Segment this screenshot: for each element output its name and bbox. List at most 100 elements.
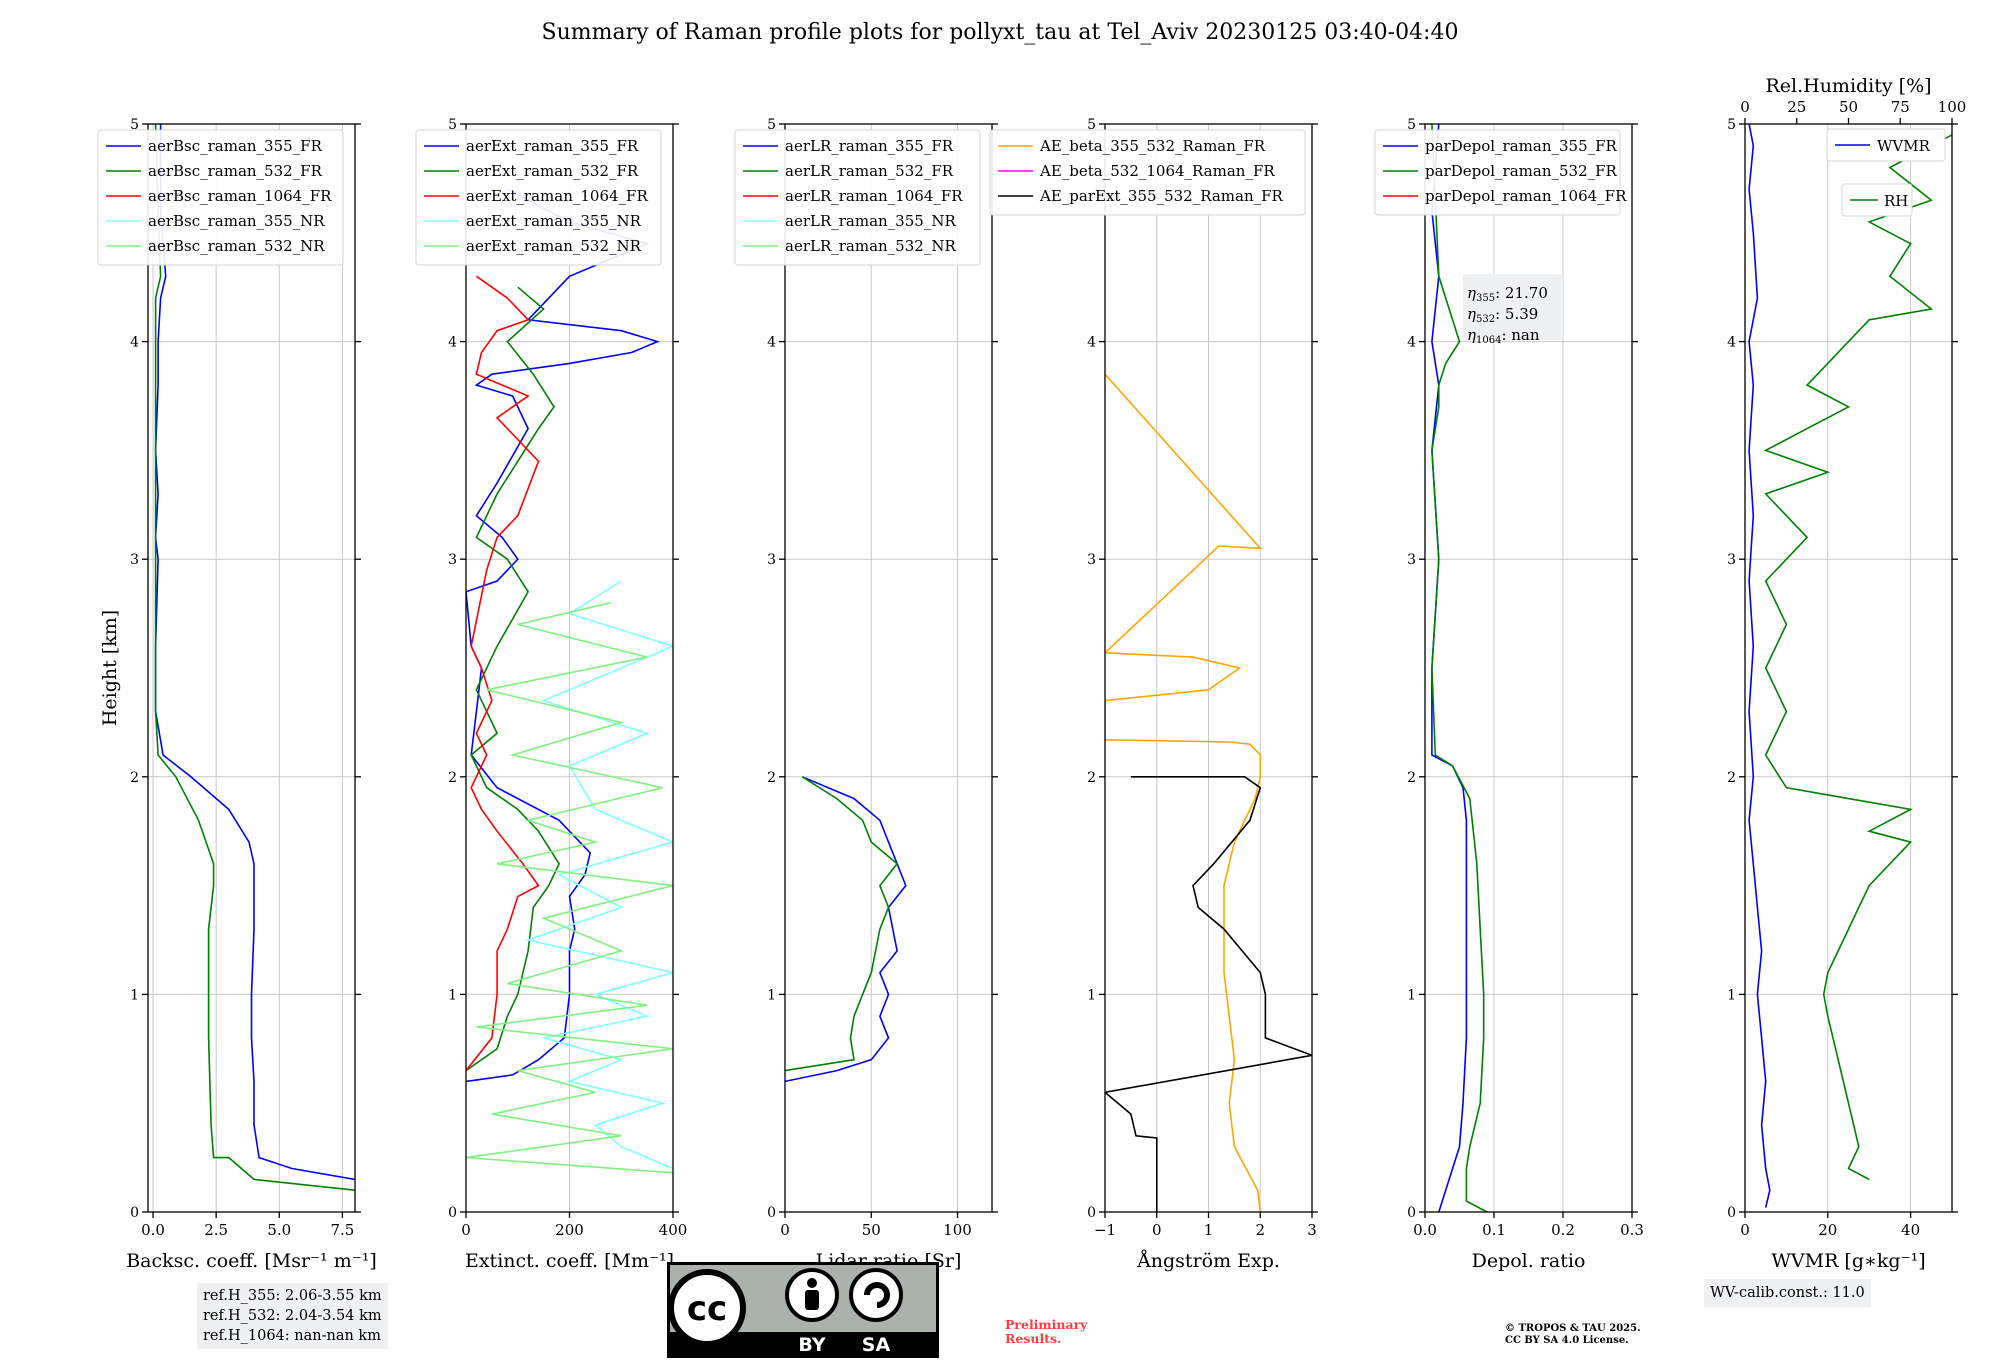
legend-box <box>97 129 344 266</box>
ytick-label: 1 <box>448 987 457 1003</box>
x-axis-label: Backsc. coeff. [Msr⁻¹ m⁻¹] <box>126 1250 377 1272</box>
xtick-label: 200 <box>555 1221 584 1239</box>
copyright-line-1: © TROPOS & TAU 2025. <box>1505 1323 1641 1334</box>
x-axis-label: Extinct. coeff. [Mm⁻¹] <box>465 1250 674 1272</box>
share-alike-arrow <box>864 1282 890 1308</box>
ytick-label: 0 <box>1087 1205 1096 1221</box>
legend-label: aerLR_raman_532_FR <box>785 162 954 180</box>
figure-title: Summary of Raman profile plots for polly… <box>541 20 1459 45</box>
ytick-label: 0 <box>1407 1205 1416 1221</box>
axes-frame <box>1424 123 1633 1213</box>
ytick-label: 3 <box>1087 552 1096 568</box>
ytick-label: 2 <box>1727 770 1736 786</box>
xtick-label: 2.5 <box>204 1221 228 1239</box>
series-line-aerExt_raman_355_NR <box>525 580 673 1170</box>
legend: aerBsc_raman_355_FR aerBsc_raman_532_FRae… <box>97 129 344 266</box>
wv-calib-text: WV-calib.const.: 11.0 <box>1710 1285 1865 1301</box>
legend-label: WVMR <box>1877 137 1931 155</box>
cc-by-sa-logo: cc BY SA <box>667 1262 939 1358</box>
legend: parDepol_raman_355_FR parDepol_raman_532_… <box>1374 129 1627 216</box>
annotation-line: η532: 5.39 <box>1467 305 1538 325</box>
y-axis-label: Height [km] <box>99 610 121 726</box>
ytick-label: 5 <box>1087 117 1096 133</box>
ytick-label: 0 <box>448 1205 457 1221</box>
top-xtick-label: 50 <box>1839 98 1858 116</box>
series-line-parDepol_raman_532_FR <box>1431 124 1488 1212</box>
legend: AE_beta_355_532_Raman_FR AE_beta_532_1064… <box>989 129 1306 216</box>
legend-label: aerExt_raman_355_NR <box>466 212 642 230</box>
wv-calib-box: WV-calib.const.: 11.0 <box>1704 1279 1871 1307</box>
xtick-label: 0 <box>1740 1221 1750 1239</box>
ytick-label: 2 <box>767 770 776 786</box>
ytick-label: 1 <box>1407 987 1416 1003</box>
top-x-axis-label: Rel.Humidity [%] <box>1765 75 1931 97</box>
xtick-label: 0.0 <box>1413 1221 1437 1239</box>
ytick-label: 5 <box>1407 117 1416 133</box>
series-line-aerBsc_raman_355_FR <box>154 124 355 1181</box>
annotation-line: η1064: nan <box>1467 326 1540 346</box>
series-line-aerExt_raman_532_FR <box>466 286 561 1072</box>
ref-height-355: ref.H_355: 2.06-3.55 km <box>203 1288 382 1304</box>
xtick-label: 400 <box>659 1221 688 1239</box>
ytick-label: 4 <box>1727 335 1736 351</box>
ytick-label: 2 <box>1087 770 1096 786</box>
copyright-note: © TROPOS & TAU 2025. CC BY SA 4.0 Licens… <box>1505 1323 1641 1347</box>
xtick-label: −1 <box>1094 1221 1116 1239</box>
ytick-label: 0 <box>767 1205 776 1221</box>
xtick-label: 50 <box>862 1221 881 1239</box>
top-xtick-label: 0 <box>1740 98 1750 116</box>
series-line-AE_parExt_355_532_Raman_FR <box>1105 775 1312 1212</box>
ytick-label: 3 <box>1727 552 1736 568</box>
legend-label: parDepol_raman_355_FR <box>1425 137 1618 155</box>
ytick-label: 4 <box>767 335 776 351</box>
xtick-label: 100 <box>943 1221 972 1239</box>
attribution-head <box>807 1278 817 1288</box>
legend-label: AE_beta_532_1064_Raman_FR <box>1039 162 1275 180</box>
cc-sa-label: SA <box>862 1334 891 1356</box>
xtick-label: 7.5 <box>330 1221 354 1239</box>
legend-label: AE_beta_355_532_Raman_FR <box>1039 137 1266 155</box>
ytick-label: 0 <box>1727 1205 1736 1221</box>
ytick-label: 4 <box>1087 335 1096 351</box>
legend-label: parDepol_raman_1064_FR <box>1425 187 1627 205</box>
xtick-label: 3 <box>1307 1221 1317 1239</box>
ref-height-532: ref.H_532: 2.04-3.54 km <box>203 1308 382 1324</box>
data-lines <box>154 124 355 1191</box>
ytick-label: 5 <box>448 117 457 133</box>
ytick-label: 1 <box>1087 987 1096 1003</box>
ytick-label: 4 <box>448 335 457 351</box>
ytick-label: 5 <box>767 117 776 133</box>
xtick-label: 1 <box>1204 1221 1214 1239</box>
reference-height-box: ref.H_355: 2.06-3.55 km ref.H_532: 2.04-… <box>197 1283 388 1349</box>
series-line-AE_beta_355_532_Raman_FR <box>1105 373 1263 1212</box>
preliminary-line-1: Preliminary <box>1005 1317 1088 1332</box>
cc-circle-icon <box>668 1269 746 1347</box>
legend-label: aerLR_raman_355_FR <box>785 137 954 155</box>
legend: aerLR_raman_355_FR aerLR_raman_532_FR aerL… <box>734 129 981 266</box>
legend-label: aerLR_raman_532_NR <box>785 237 956 255</box>
xtick-label: 0.3 <box>1620 1221 1644 1239</box>
axes-frame <box>784 123 993 1213</box>
preliminary-line-2: Results. <box>1005 1331 1062 1346</box>
cc-by-label: BY <box>798 1334 825 1356</box>
axes-frame <box>1744 123 1953 1213</box>
ytick-label: 0 <box>130 1205 139 1221</box>
copyright-line-2: CC BY SA 4.0 License. <box>1505 1335 1629 1346</box>
ytick-label: 2 <box>130 770 139 786</box>
legend-label: aerExt_raman_532_NR <box>466 237 642 255</box>
ytick-label: 5 <box>130 117 139 133</box>
ytick-label: 5 <box>1727 117 1736 133</box>
xtick-label: 2 <box>1255 1221 1265 1239</box>
legend-label: aerLR_raman_355_NR <box>785 212 956 230</box>
ytick-label: 1 <box>1727 987 1736 1003</box>
legend-rh: RH <box>1841 183 1913 217</box>
ref-height-1064: ref.H_1064: nan-nan km <box>203 1328 381 1344</box>
legend: aerExt_raman_355_FR aerExt_raman_532_FRae… <box>415 129 662 266</box>
legend-label: parDepol_raman_532_FR <box>1425 162 1618 180</box>
legend-label: aerExt_raman_1064_FR <box>466 187 648 205</box>
series-line-aerBsc_raman_532_FR <box>154 124 355 1191</box>
legend-label: aerLR_raman_1064_FR <box>785 187 963 205</box>
ytick-label: 4 <box>130 335 139 351</box>
legend-label: aerBsc_raman_355_FR <box>148 137 323 155</box>
